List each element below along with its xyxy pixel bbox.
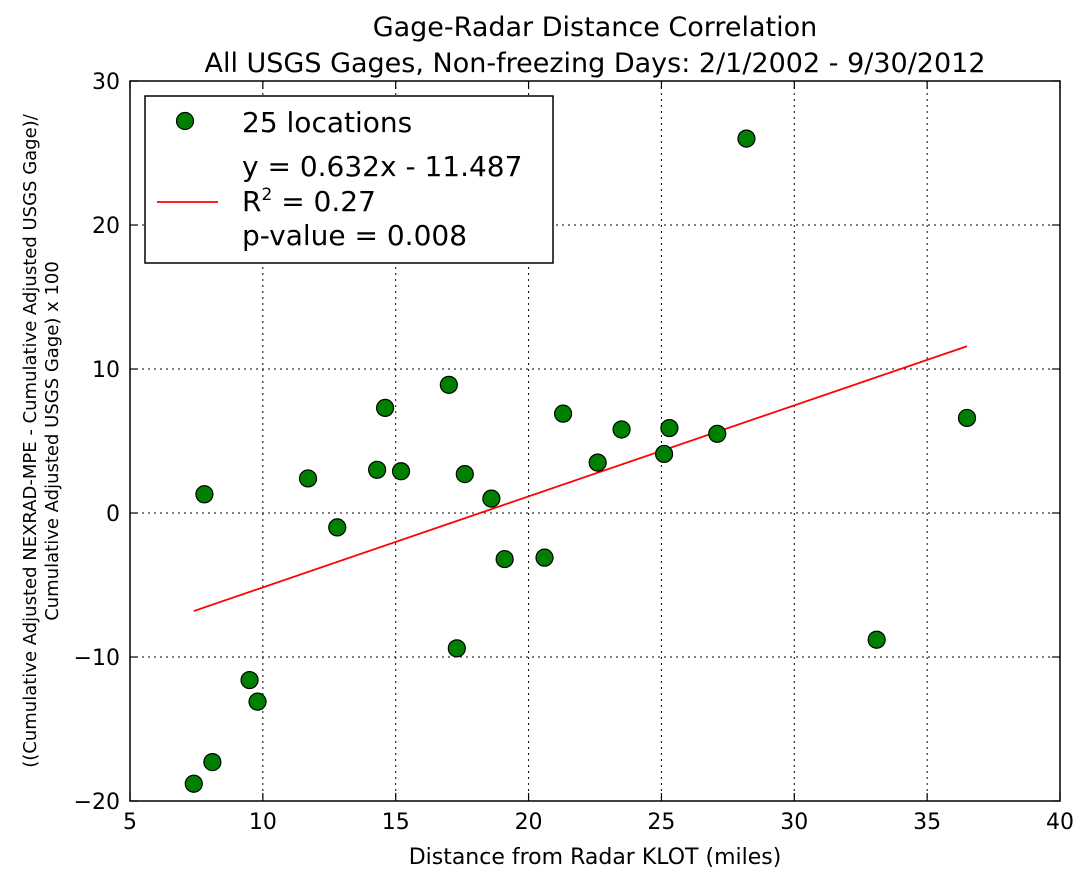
data-point: [660, 418, 679, 438]
legend-points-label: 25 locations: [242, 106, 412, 139]
y-tick-label: −20: [74, 790, 120, 815]
data-point: [554, 404, 573, 423]
data-points: [184, 129, 977, 793]
data-point: [184, 774, 203, 793]
regression-line: [193, 345, 968, 612]
y-tick-label: 0: [106, 502, 120, 527]
data-point: [298, 469, 318, 488]
r-squared-superscript: 2: [261, 185, 272, 205]
y-tick-label: −10: [74, 646, 120, 671]
x-tick-label: 25: [647, 810, 675, 835]
data-point: [248, 692, 267, 711]
data-point: [482, 489, 501, 508]
x-tick-label: 15: [382, 810, 410, 835]
data-point: [535, 548, 554, 567]
data-point: [455, 465, 474, 484]
y-axis-label-line2: Cumulative Adjusted USGS Gage) x 100: [42, 261, 63, 621]
legend-fit-p-value: p-value = 0.008: [242, 219, 467, 252]
data-point: [957, 408, 977, 428]
x-tick-label: 5: [123, 810, 137, 835]
data-point: [612, 420, 631, 439]
legend-point-marker: [175, 111, 195, 131]
legend-fit-equation: y = 0.632x - 11.487: [242, 150, 522, 183]
data-point: [328, 518, 347, 537]
axis-ticks: 5 10 15 20 25 30 35 40 −20 −10 0 10 20 30: [74, 70, 1074, 835]
data-point: [375, 398, 395, 417]
x-tick-label: 10: [249, 810, 277, 835]
data-point: [867, 630, 886, 649]
r-squared-prefix: R: [242, 185, 261, 218]
x-tick-label: 20: [515, 810, 543, 835]
x-tick-label: 30: [780, 810, 808, 835]
y-tick-label: 20: [92, 214, 120, 239]
legend: 25 locations y = 0.632x - 11.487 R2 = 0.…: [144, 95, 554, 264]
chart-subtitle: All USGS Gages, Non-freezing Days: 2/1/2…: [204, 48, 985, 79]
x-tick-label: 40: [1046, 810, 1074, 835]
y-axis-label-line1: ((Cumulative Adjusted NEXRAD-MPE - Cumul…: [20, 113, 41, 767]
data-point: [654, 444, 674, 464]
y-axis-label: ((Cumulative Adjusted NEXRAD-MPE - Cumul…: [20, 113, 63, 767]
data-point: [495, 549, 514, 569]
r-squared-value: = 0.27: [272, 185, 376, 218]
x-axis-label: Distance from Radar KLOT (miles): [409, 845, 782, 870]
data-point: [240, 670, 259, 690]
chart-title: Gage-Radar Distance Correlation: [373, 12, 818, 43]
legend-fit-r-squared: R2 = 0.27: [242, 185, 376, 218]
data-point: [203, 753, 222, 772]
y-tick-label: 10: [92, 358, 120, 383]
x-tick-label: 35: [913, 810, 941, 835]
data-point: [195, 485, 214, 504]
data-point: [439, 375, 458, 394]
plot-frame: [129, 80, 1061, 802]
data-point: [737, 129, 756, 148]
legend-box: [144, 95, 554, 264]
data-point: [391, 462, 411, 481]
y-tick-label: 30: [92, 70, 120, 95]
data-point: [447, 639, 466, 658]
data-point: [708, 424, 727, 443]
data-point: [588, 453, 607, 472]
data-point: [368, 460, 387, 479]
